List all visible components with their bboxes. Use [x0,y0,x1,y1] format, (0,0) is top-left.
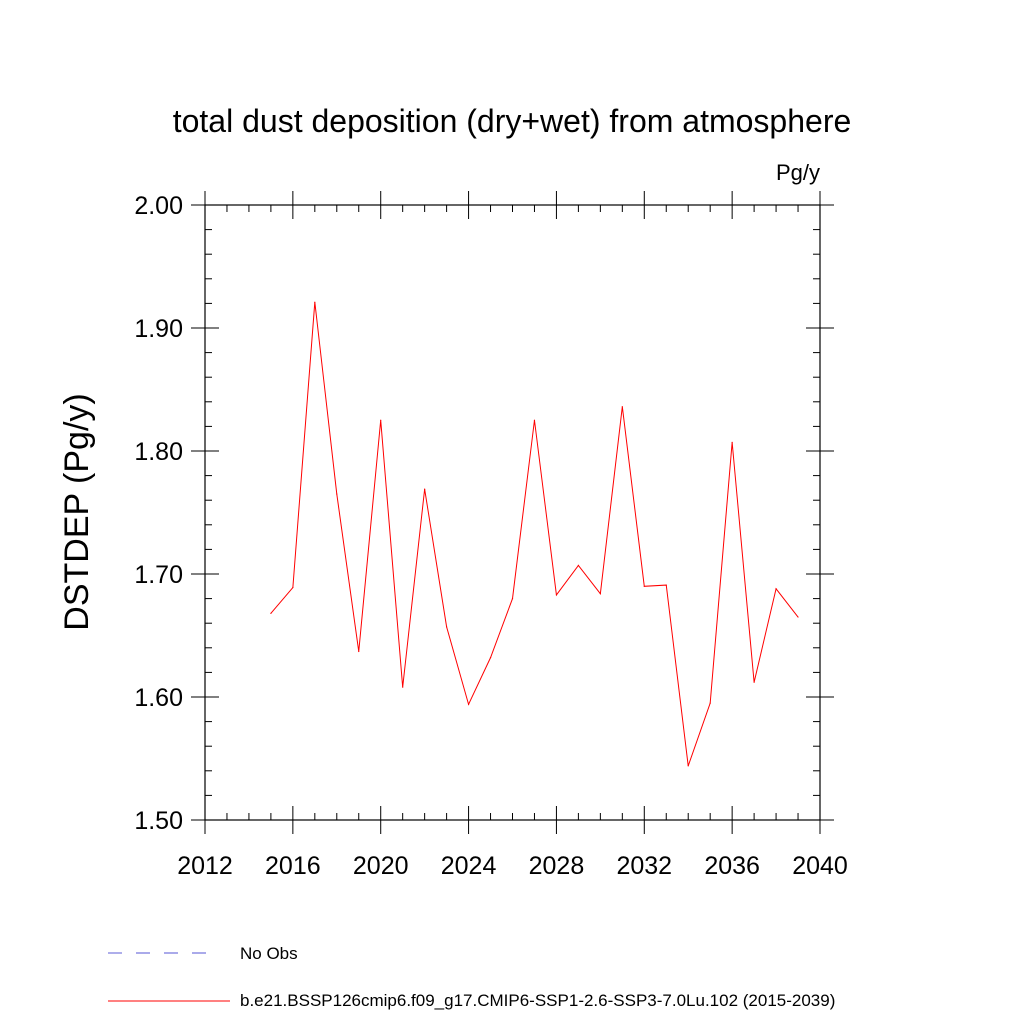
y-tick-labels: 1.50 1.60 1.70 1.80 1.90 2.00 [134,192,183,835]
data-point [467,703,470,705]
y-tick-label: 1.80 [134,438,183,466]
data-point [402,686,404,688]
series-points [270,301,799,767]
x-tick-label: 2032 [616,852,672,880]
data-point [555,594,558,596]
y-tick-label: 2.00 [134,192,183,220]
data-point [533,419,536,421]
data-point [489,657,492,659]
data-point [270,612,272,614]
data-point [577,564,579,566]
data-point [621,406,623,408]
x-tick-labels: 2012 2016 2020 2024 2028 2032 2036 2040 [177,852,848,880]
legend-label-model: b.e21.BSSP126cmip6.f09_g17.CMIP6-SSP1-2.… [240,991,835,1010]
data-point [775,588,777,590]
y-tick-label: 1.90 [134,315,183,343]
x-tick-label: 2012 [177,852,233,880]
x-tick-label: 2040 [792,852,848,880]
y-tick-label: 1.60 [134,684,183,712]
data-point [687,765,689,767]
x-tick-label: 2020 [353,852,409,880]
data-point [424,488,426,490]
x-tick-label: 2036 [704,852,760,880]
legend: No Obs b.e21.BSSP126cmip6.f09_g17.CMIP6-… [108,944,835,1010]
data-point [380,419,382,421]
y-tick-label: 1.50 [134,807,183,835]
y-minor-ticks [205,229,820,796]
y-major-ticks [191,204,834,821]
data-point [599,593,601,595]
data-point [665,584,667,586]
x-minor-ticks [226,205,799,820]
data-point [731,441,733,443]
data-point [446,626,448,628]
data-point [709,702,711,704]
data-point [358,650,360,653]
data-point [314,301,316,303]
data-point [292,586,294,589]
data-point [336,493,338,495]
plot-frame [204,204,821,821]
x-tick-label: 2016 [265,852,321,880]
x-major-ticks [204,191,821,834]
chart-title: total dust deposition (dry+wet) from atm… [173,103,852,139]
data-point [797,616,799,618]
legend-label-no-obs: No Obs [240,944,298,963]
x-tick-label: 2024 [441,852,497,880]
y-tick-label: 1.70 [134,561,183,589]
data-point [643,585,645,587]
data-point [753,681,755,683]
y-axis-label: DSTDEP (Pg/y) [58,393,96,630]
series-line-dstdep [270,302,799,767]
x-tick-label: 2028 [529,852,585,880]
data-point [511,598,514,600]
units-label: Pg/y [776,160,820,185]
